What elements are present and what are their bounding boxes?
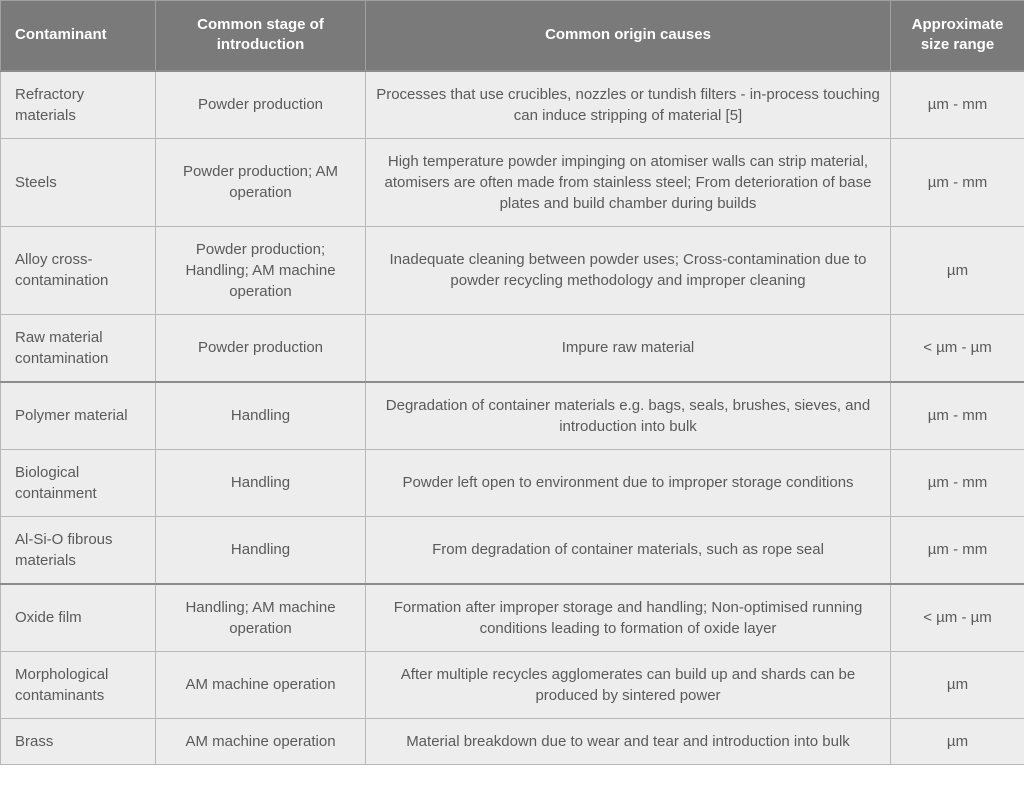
table-cell: Handling [156,449,366,516]
table-cell: Brass [1,718,156,764]
table-cell: Powder production; AM operation [156,138,366,226]
table-cell: Powder left open to environment due to i… [366,449,891,516]
table-cell: Steels [1,138,156,226]
table-row: SteelsPowder production; AM operationHig… [1,138,1024,226]
col-header-size: Approximate size range [891,1,1024,71]
table-row: BrassAM machine operationMaterial breakd… [1,718,1024,764]
table-cell: Handling [156,516,366,584]
table-cell: After multiple recycles agglomerates can… [366,651,891,718]
table-row: Raw material contaminationPowder product… [1,314,1024,382]
table-cell: µm [891,651,1024,718]
table-cell: Processes that use crucibles, nozzles or… [366,71,891,139]
table-cell: Biological containment [1,449,156,516]
table-cell: Powder production [156,71,366,139]
table-cell: Material breakdown due to wear and tear … [366,718,891,764]
table-cell: Alloy cross-contamination [1,226,156,314]
table-cell: µm [891,718,1024,764]
table-cell: µm - mm [891,382,1024,450]
table-cell: < µm - µm [891,314,1024,382]
table-cell: Raw material contamination [1,314,156,382]
table-cell: Formation after improper storage and han… [366,584,891,652]
col-header-stage: Common stage of introduction [156,1,366,71]
col-header-contaminant: Contaminant [1,1,156,71]
table-cell: Morphological contaminants [1,651,156,718]
table-cell: µm - mm [891,449,1024,516]
table-cell: Al-Si-O fibrous materials [1,516,156,584]
table-row: Al-Si-O fibrous materialsHandlingFrom de… [1,516,1024,584]
table-cell: < µm - µm [891,584,1024,652]
col-header-causes: Common origin causes [366,1,891,71]
table-row: Refractory materialsPowder productionPro… [1,71,1024,139]
table-cell: µm [891,226,1024,314]
table-cell: High temperature powder impinging on ato… [366,138,891,226]
table-cell: Oxide film [1,584,156,652]
table-cell: µm - mm [891,71,1024,139]
contaminants-table: Contaminant Common stage of introduction… [0,0,1024,765]
table-body: Refractory materialsPowder productionPro… [1,71,1024,765]
table-cell: Refractory materials [1,71,156,139]
table-cell: Powder production; Handling; AM machine … [156,226,366,314]
table-cell: Polymer material [1,382,156,450]
table-cell: Handling; AM machine operation [156,584,366,652]
table-cell: µm - mm [891,516,1024,584]
table-row: Biological containmentHandlingPowder lef… [1,449,1024,516]
table-row: Polymer materialHandlingDegradation of c… [1,382,1024,450]
table-cell: Powder production [156,314,366,382]
table-cell: From degradation of container materials,… [366,516,891,584]
table-cell: Impure raw material [366,314,891,382]
table-header: Contaminant Common stage of introduction… [1,1,1024,71]
table-row: Alloy cross-contaminationPowder producti… [1,226,1024,314]
table-cell: Handling [156,382,366,450]
table-cell: Inadequate cleaning between powder uses;… [366,226,891,314]
table-cell: Degradation of container materials e.g. … [366,382,891,450]
table-cell: AM machine operation [156,718,366,764]
table-cell: µm - mm [891,138,1024,226]
table-row: Morphological contaminantsAM machine ope… [1,651,1024,718]
table-row: Oxide filmHandling; AM machine operation… [1,584,1024,652]
table-cell: AM machine operation [156,651,366,718]
